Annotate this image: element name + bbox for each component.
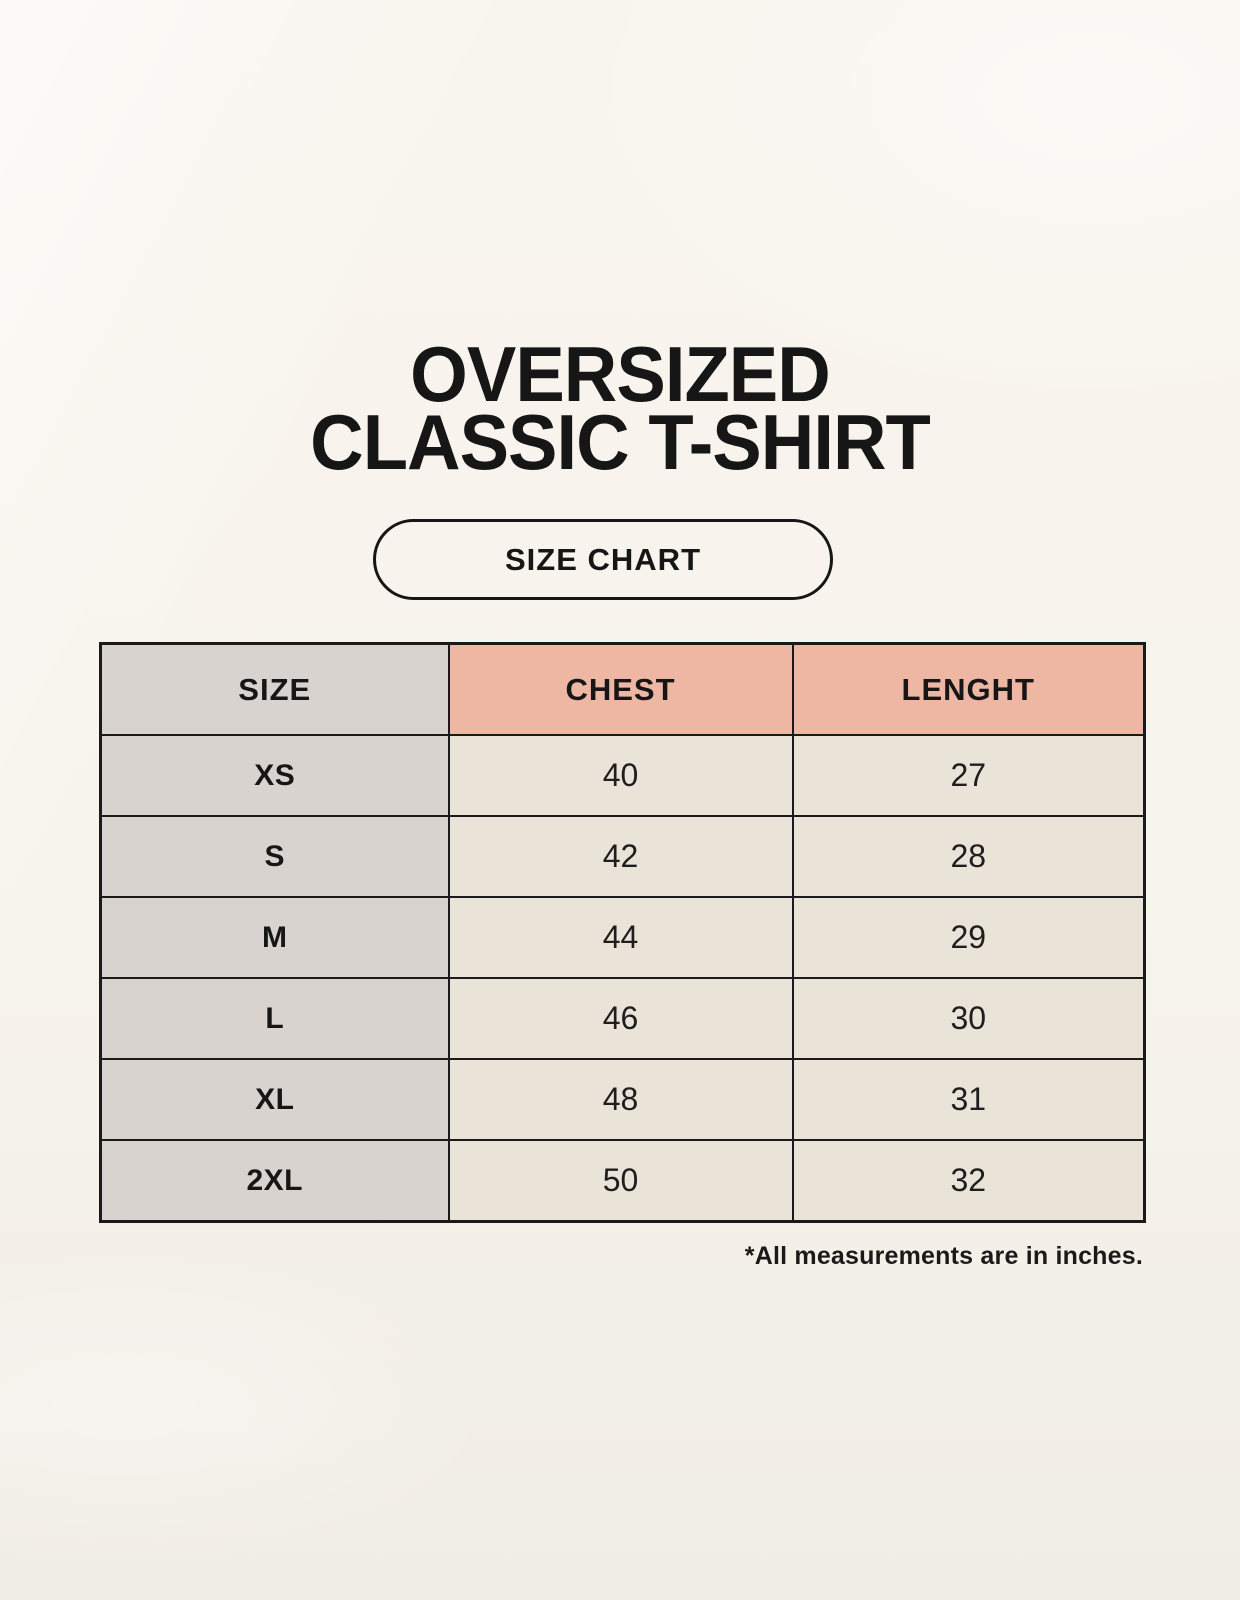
size-label-cell: XS [99, 734, 450, 817]
length-value-cell: 32 [791, 1139, 1146, 1223]
chest-value-cell: 42 [447, 815, 794, 898]
table-row: M 44 29 [99, 896, 1146, 979]
length-value-cell: 31 [791, 1058, 1146, 1141]
chest-value-cell: 44 [447, 896, 794, 979]
size-chart-badge[interactable]: SIZE CHART [373, 519, 833, 600]
chest-value-cell: 40 [447, 734, 794, 817]
page-title: OVERSIZED CLASSIC T-SHIRT [31, 330, 1209, 486]
size-label-cell: M [99, 896, 450, 979]
length-value-cell: 30 [791, 977, 1146, 1060]
chest-value-cell: 48 [447, 1058, 794, 1141]
size-label-cell: XL [99, 1058, 450, 1141]
size-label-cell: 2XL [99, 1139, 450, 1223]
header-cell-length: LENGHT [791, 642, 1146, 736]
length-value-cell: 29 [791, 896, 1146, 979]
page-title-line1: OVERSIZED [410, 330, 831, 418]
page-title-line2: CLASSIC T-SHIRT [310, 398, 931, 486]
measurements-footnote: *All measurements are in inches. [744, 1242, 1143, 1270]
header-cell-chest: CHEST [447, 642, 794, 736]
size-label-cell: S [99, 815, 450, 898]
length-value-cell: 27 [791, 734, 1146, 817]
header-cell-size: SIZE [99, 642, 450, 736]
chest-value-cell: 46 [447, 977, 794, 1060]
table-row: XL 48 31 [99, 1058, 1146, 1141]
length-value-cell: 28 [791, 815, 1146, 898]
table-header-row: SIZE CHEST LENGHT [99, 642, 1146, 736]
table-row: 2XL 50 32 [99, 1139, 1146, 1223]
size-table: SIZE CHEST LENGHT XS 40 27 S 42 28 M 44 … [99, 642, 1146, 1223]
chest-value-cell: 50 [447, 1139, 794, 1223]
size-chart-badge-label: SIZE CHART [505, 541, 701, 577]
table-row: L 46 30 [99, 977, 1146, 1060]
table-row: S 42 28 [99, 815, 1146, 898]
size-label-cell: L [99, 977, 450, 1060]
table-row: XS 40 27 [99, 734, 1146, 817]
